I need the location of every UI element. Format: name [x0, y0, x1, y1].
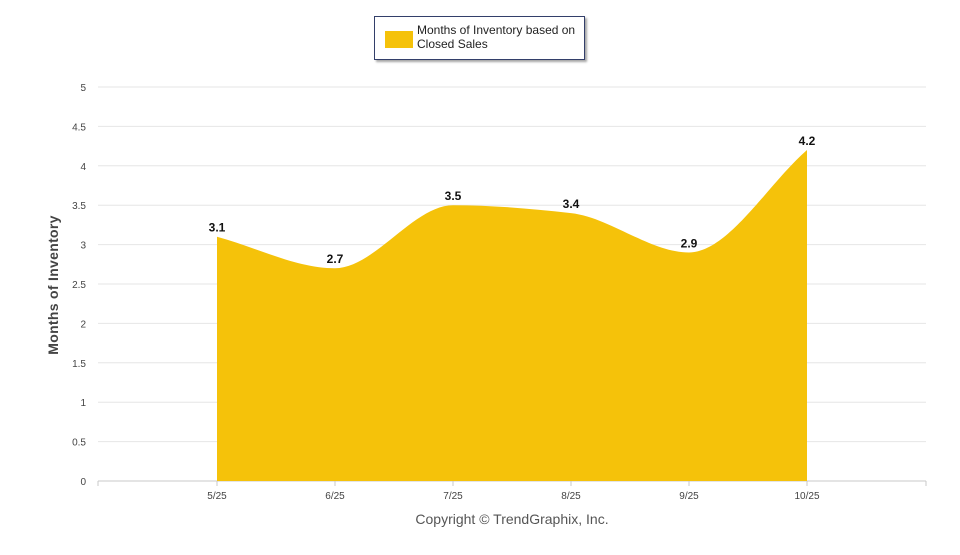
data-label: 2.9 — [681, 236, 698, 250]
y-tick-label: 3.5 — [72, 201, 86, 212]
x-tick-label: 6/25 — [325, 491, 345, 502]
y-tick-label: 1.5 — [72, 359, 86, 370]
x-tick-label: 10/25 — [794, 491, 819, 502]
x-tick-label: 5/25 — [207, 491, 227, 502]
y-axis-title: Months of Inventory — [45, 215, 61, 355]
x-tick-label: 7/25 — [443, 491, 463, 502]
data-label: 3.5 — [445, 189, 462, 203]
y-tick-label: 2 — [80, 319, 86, 330]
area-series — [217, 150, 807, 482]
y-tick-label: 4.5 — [72, 122, 86, 133]
y-tick-label: 1 — [80, 398, 86, 409]
y-tick-label: 2.5 — [72, 280, 86, 291]
copyright-text: Copyright © TrendGraphix, Inc. — [415, 511, 609, 527]
y-tick-label: 4 — [80, 162, 86, 173]
data-label: 4.2 — [799, 134, 816, 148]
data-label: 2.7 — [327, 252, 344, 266]
y-tick-label: 0 — [80, 477, 86, 488]
legend-swatch — [385, 31, 413, 48]
x-tick-label: 8/25 — [561, 491, 581, 502]
y-tick-label: 3 — [80, 241, 86, 252]
x-tick-label: 9/25 — [679, 491, 699, 502]
legend: Months of Inventory based on Closed Sale… — [374, 16, 585, 60]
data-label: 3.4 — [563, 197, 580, 211]
data-label: 3.1 — [209, 221, 226, 235]
legend-label: Months of Inventory based on Closed Sale… — [417, 23, 576, 51]
y-tick-label: 5 — [80, 83, 86, 94]
y-tick-label: 0.5 — [72, 438, 86, 449]
